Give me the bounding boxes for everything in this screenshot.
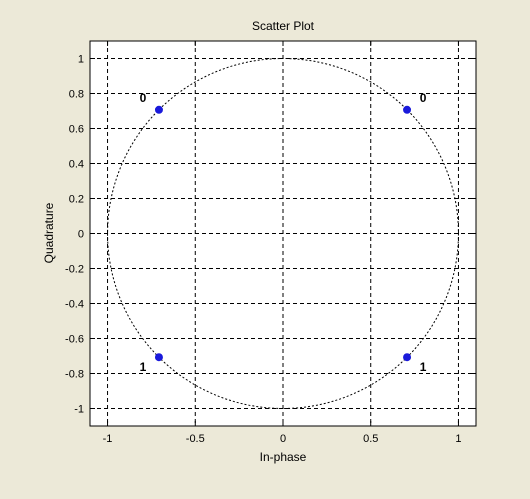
x-tick-label: 0.5 — [363, 433, 378, 445]
y-tick-label: 1 — [78, 54, 84, 66]
x-tick-label: -1 — [103, 433, 113, 445]
x-tick-label: -0.5 — [186, 433, 205, 445]
y-tick-label: 0.2 — [69, 194, 84, 206]
x-tick-label: 0 — [280, 433, 286, 445]
y-tick-label: 0 — [78, 229, 84, 241]
x-tick-label: 1 — [455, 433, 461, 445]
scatter-point — [154, 353, 163, 362]
point-label: 1 — [140, 360, 147, 374]
unit-circle — [107, 58, 459, 409]
y-tick-label: 0.8 — [69, 89, 84, 101]
scatter-point — [403, 353, 412, 362]
y-tick-label: -0.8 — [65, 369, 84, 381]
y-tick-label: -0.6 — [65, 334, 84, 346]
axis-ticks: -1 -0.5 0 0.5 1 1 0.8 0.6 0.4 0.2 0 -0.2 -0.4 -0.6 -0.… — [65, 41, 476, 445]
plot-frame — [89, 40, 477, 427]
scatter-point — [403, 105, 412, 114]
y-tick-label: 0.6 — [69, 124, 84, 136]
reference-circle — [107, 58, 459, 409]
y-tick-label: -0.4 — [65, 299, 84, 311]
grid-lines — [90, 41, 476, 426]
point-label: 1 — [420, 360, 427, 374]
scatter-point — [154, 105, 163, 114]
y-tick-label: -1 — [74, 404, 84, 416]
y-tick-label: 0.4 — [69, 159, 84, 171]
scatter-points: 0 0 1 1 — [140, 91, 427, 374]
y-tick-label: -0.2 — [65, 264, 84, 276]
x-axis-label: In-phase — [260, 450, 307, 464]
point-label: 0 — [420, 91, 427, 105]
point-label: 0 — [140, 91, 147, 105]
y-axis-label: Quadrature — [42, 202, 56, 263]
chart-title: Scatter Plot — [252, 19, 315, 33]
